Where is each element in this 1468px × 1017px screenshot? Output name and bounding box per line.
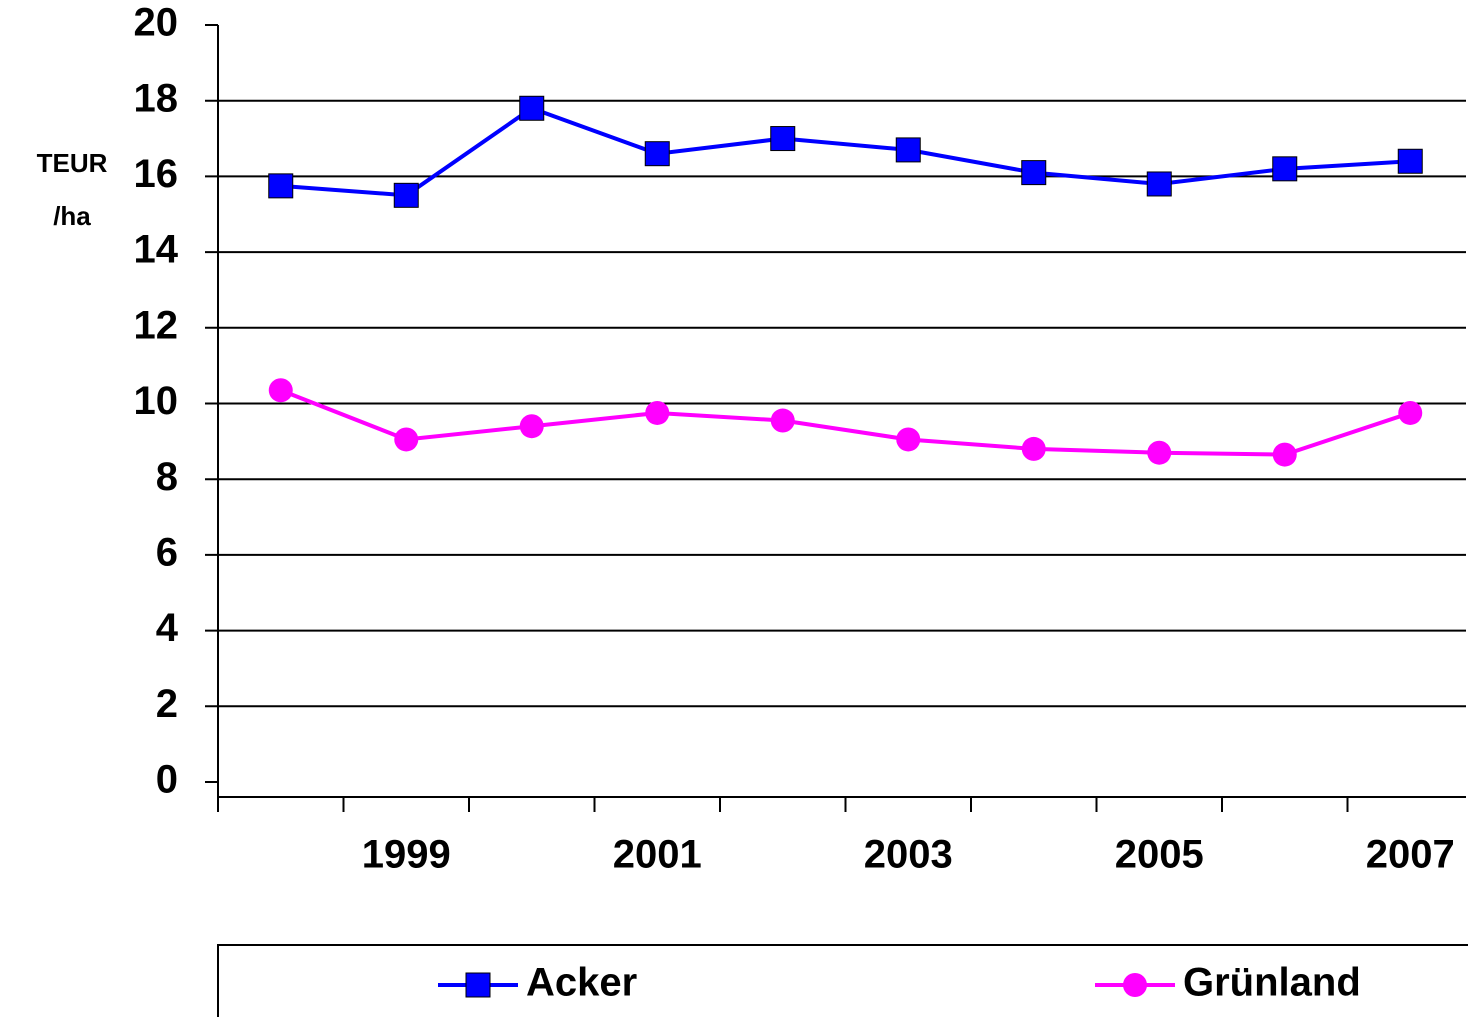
y-tick-label: 0 [156,758,178,802]
y-axis-label: TEUR [37,148,108,178]
y-tick-label: 18 [134,76,179,120]
legend-label: Grünland [1183,961,1361,1005]
data-point [393,182,419,208]
y-tick-label: 14 [134,228,179,272]
data-point [645,400,670,425]
y-tick-label: 20 [134,1,179,45]
y-tick-label: 12 [134,303,179,347]
data-point [1146,171,1172,197]
y-tick-label: 4 [156,606,179,650]
y-tick-label: 10 [134,379,179,423]
data-point [268,173,294,199]
series-line [280,106,1411,198]
legend-marker [1123,973,1147,997]
y-axis-label: /ha [53,201,91,231]
data-point [896,427,921,452]
legend-box [217,944,1468,1017]
x-tick-label: 2001 [613,833,702,877]
legend-label: Acker [526,961,637,1005]
x-tick-label: 2003 [864,833,953,877]
data-point [394,427,419,452]
data-point [519,95,545,121]
x-tick-label: 1999 [362,833,451,877]
data-point [895,137,921,163]
x-tick-label: 2005 [1115,833,1204,877]
data-point [519,414,544,439]
data-point [644,141,670,167]
legend-marker [465,972,491,998]
data-point [1398,400,1423,425]
y-tick-label: 2 [156,682,178,726]
x-tick-label: 2007 [1366,833,1455,877]
data-point [1272,442,1297,467]
data-point [1397,148,1423,174]
data-point [1272,156,1298,182]
data-point [268,378,293,403]
series-line [280,388,1411,457]
data-point [770,126,796,152]
data-point [1021,160,1047,186]
y-tick-label: 6 [156,530,178,574]
data-point [1021,436,1046,461]
y-tick-label: 16 [134,152,179,196]
y-tick-label: 8 [156,455,178,499]
data-point [770,408,795,433]
data-point [1147,440,1172,465]
